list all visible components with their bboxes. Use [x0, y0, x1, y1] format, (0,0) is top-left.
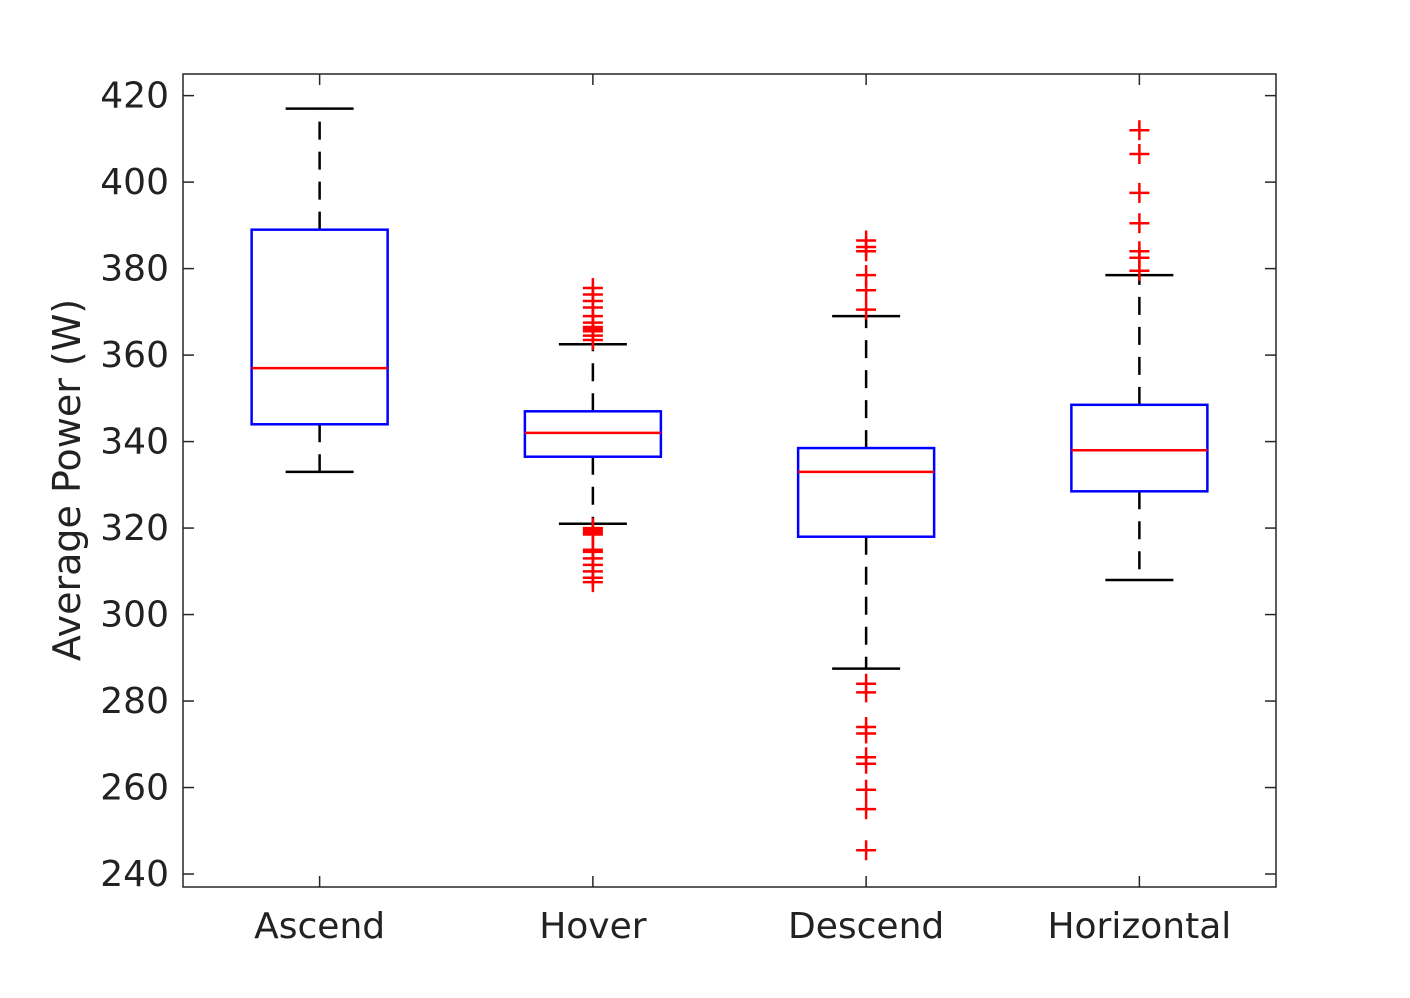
outlier-marker — [856, 799, 877, 820]
y-tick-label: 380 — [100, 249, 169, 290]
x-tick-label: Hover — [539, 906, 647, 947]
outlier-marker — [1129, 144, 1150, 165]
outlier-marker — [1129, 182, 1150, 203]
y-tick-label: 280 — [100, 681, 169, 722]
y-tick-label: 420 — [100, 76, 169, 117]
outlier-marker — [582, 572, 603, 593]
iqr-box — [250, 228, 389, 426]
y-tick-label: 300 — [100, 595, 169, 636]
axis-ticks — [183, 74, 1276, 887]
outlier-marker — [1129, 120, 1150, 141]
box-horizontal — [1070, 120, 1209, 582]
plot-frame — [182, 73, 1277, 888]
iqr-box — [1070, 403, 1209, 493]
y-tick-labels: 240 260 280 300 320 340 360 380 400 420 — [100, 76, 169, 895]
y-tick-label: 320 — [100, 508, 169, 549]
outlier-marker — [856, 299, 877, 320]
y-axis-label: Average Power (W) — [45, 299, 89, 661]
outlier-marker — [1129, 213, 1150, 234]
box-descend — [796, 230, 936, 861]
x-tick-labels: Ascend Hover Descend Horizontal — [254, 906, 1231, 947]
outlier-marker — [856, 840, 877, 861]
outlier-marker — [1129, 260, 1150, 281]
box-hover — [523, 278, 663, 593]
y-tick-label: 360 — [100, 335, 169, 376]
x-tick-label: Horizontal — [1047, 906, 1231, 947]
outlier-marker — [856, 682, 877, 703]
iqr-box — [796, 446, 936, 538]
y-tick-label: 340 — [100, 422, 169, 463]
outlier-marker — [856, 280, 877, 301]
box-ascend — [250, 107, 389, 474]
outlier-marker — [856, 753, 877, 774]
outlier-marker — [856, 241, 877, 262]
outlier-marker — [582, 329, 603, 350]
box-series — [250, 107, 1209, 861]
x-tick-label: Descend — [788, 906, 944, 947]
x-tick-label: Ascend — [254, 906, 385, 947]
y-tick-label: 400 — [100, 162, 169, 203]
outlier-marker — [856, 779, 877, 800]
y-tick-label: 260 — [100, 768, 169, 809]
outlier-marker — [856, 723, 877, 744]
y-tick-label: 240 — [100, 854, 169, 895]
